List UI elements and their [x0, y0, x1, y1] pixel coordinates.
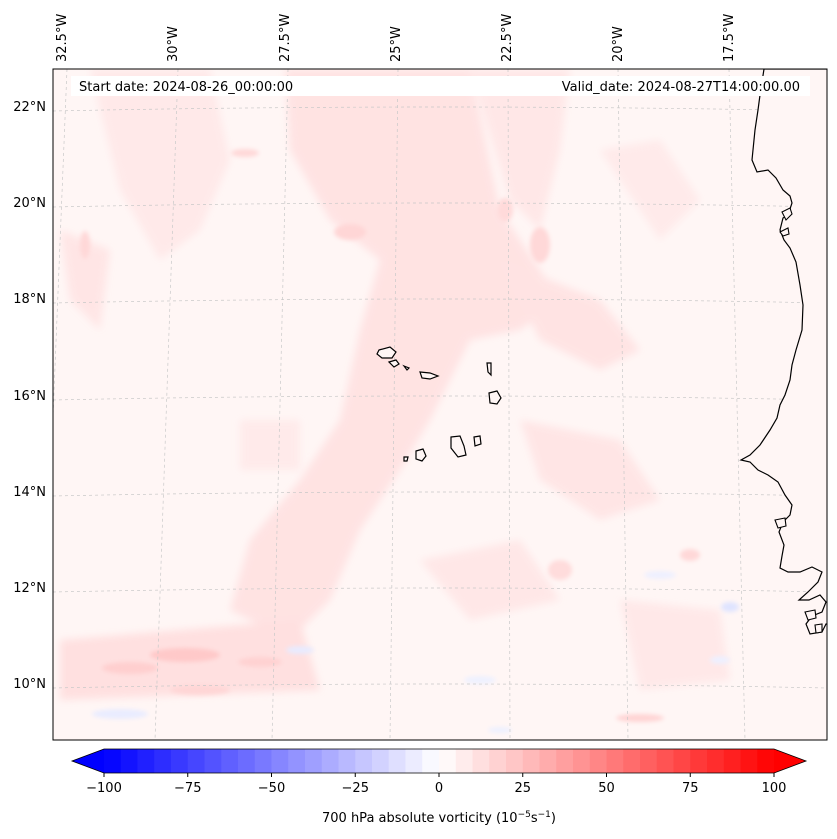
colorbar-tick-label: 0 [435, 781, 443, 796]
colorbar-cell [573, 749, 591, 773]
colorbar-cell [757, 749, 775, 773]
colorbar-cell [104, 749, 122, 773]
colorbar-cell [690, 749, 708, 773]
colorbar-tick-label: 25 [514, 781, 531, 796]
colorbar-cell [640, 749, 658, 773]
colorbar-cell [204, 749, 222, 773]
lon-label: 17.5°W [722, 14, 737, 62]
colorbar-cell [439, 749, 457, 773]
colorbar-tick-label: 100 [762, 781, 787, 796]
colorbar-cell [154, 749, 172, 773]
colorbar-cell [522, 749, 540, 773]
lat-label: 18°N [13, 292, 46, 307]
lon-label: 32.5°W [55, 14, 70, 62]
lat-label: 14°N [13, 485, 46, 500]
start-date-box [71, 76, 308, 96]
latitude-labels: 22°N 20°N 18°N 16°N 14°N 12°N 10°N [13, 100, 46, 692]
colorbar-cells [104, 749, 775, 773]
colorbar-tick-label: −75 [174, 781, 201, 796]
colorbar-cell [539, 749, 557, 773]
vorticity-field [53, 69, 827, 740]
colorbar-tick-label: 50 [598, 781, 615, 796]
lat-label: 10°N [13, 677, 46, 692]
colorbar-cell [455, 749, 473, 773]
colorbar-cell [723, 749, 741, 773]
map-plot-area [52, 68, 828, 741]
lon-label: 25°W [389, 26, 404, 62]
start-date-label: Start date: 2024-08-26_00:00:00 [79, 80, 293, 95]
colorbar-cell [506, 749, 524, 773]
colorbar: −100 −75 −50 −25 0 25 50 75 100 700 hPa absolute… [70, 748, 808, 826]
colorbar-cell [321, 749, 339, 773]
colorbar-tick-label: −25 [342, 781, 369, 796]
lon-label: 30°W [166, 26, 181, 62]
colorbar-cell [623, 749, 641, 773]
colorbar-cell [489, 749, 507, 773]
colorbar-cell [288, 749, 306, 773]
colorbar-cell [673, 749, 691, 773]
colorbar-cell [589, 749, 607, 773]
longitude-labels: 32.5°W 30°W 27.5°W 25°W 22.5°W 20°W 17.5… [55, 14, 737, 62]
colorbar-cell [740, 749, 758, 773]
lat-label: 12°N [13, 581, 46, 596]
lon-label: 22.5°W [500, 14, 515, 62]
colorbar-label: 700 hPa absolute vorticity (10−5s−1) [322, 810, 556, 826]
colorbar-cell [388, 749, 406, 773]
colorbar-cell [606, 749, 624, 773]
africa-coastline [739, 69, 827, 635]
colorbar-tick-label: −100 [86, 781, 122, 796]
colorbar-tick-label: −50 [258, 781, 285, 796]
lat-label: 22°N [13, 100, 46, 115]
colorbar-cell [707, 749, 725, 773]
colorbar-cell [472, 749, 490, 773]
colorbar-tick-label: 75 [682, 781, 699, 796]
colorbar-cell [238, 749, 256, 773]
colorbar-cell [187, 749, 205, 773]
cape-verde-islands [376, 346, 502, 462]
lat-label: 20°N [13, 196, 46, 211]
colorbar-cell [338, 749, 356, 773]
lon-label: 20°W [611, 26, 626, 62]
valid-date-label: Valid_date: 2024-08-27T14:00:00.00 [562, 80, 800, 95]
colorbar-max-extension [774, 749, 806, 773]
colorbar-cell [422, 749, 440, 773]
lon-label: 27.5°W [278, 14, 293, 62]
colorbar-cell [405, 749, 423, 773]
colorbar-ticks: −100 −75 −50 −25 0 25 50 75 100 [86, 773, 786, 796]
valid-date-box [308, 76, 810, 96]
colorbar-cell [221, 749, 239, 773]
graticule [53, 69, 827, 740]
colorbar-cell [137, 749, 155, 773]
lat-label: 16°N [13, 389, 46, 404]
colorbar-cell [556, 749, 574, 773]
colorbar-cell [355, 749, 373, 773]
colorbar-cell [254, 749, 272, 773]
colorbar-cell [120, 749, 138, 773]
colorbar-cell [171, 749, 189, 773]
colorbar-cell [305, 749, 323, 773]
colorbar-cell [656, 749, 674, 773]
colorbar-cell [271, 749, 289, 773]
colorbar-cell [372, 749, 390, 773]
colorbar-min-extension [72, 749, 104, 773]
